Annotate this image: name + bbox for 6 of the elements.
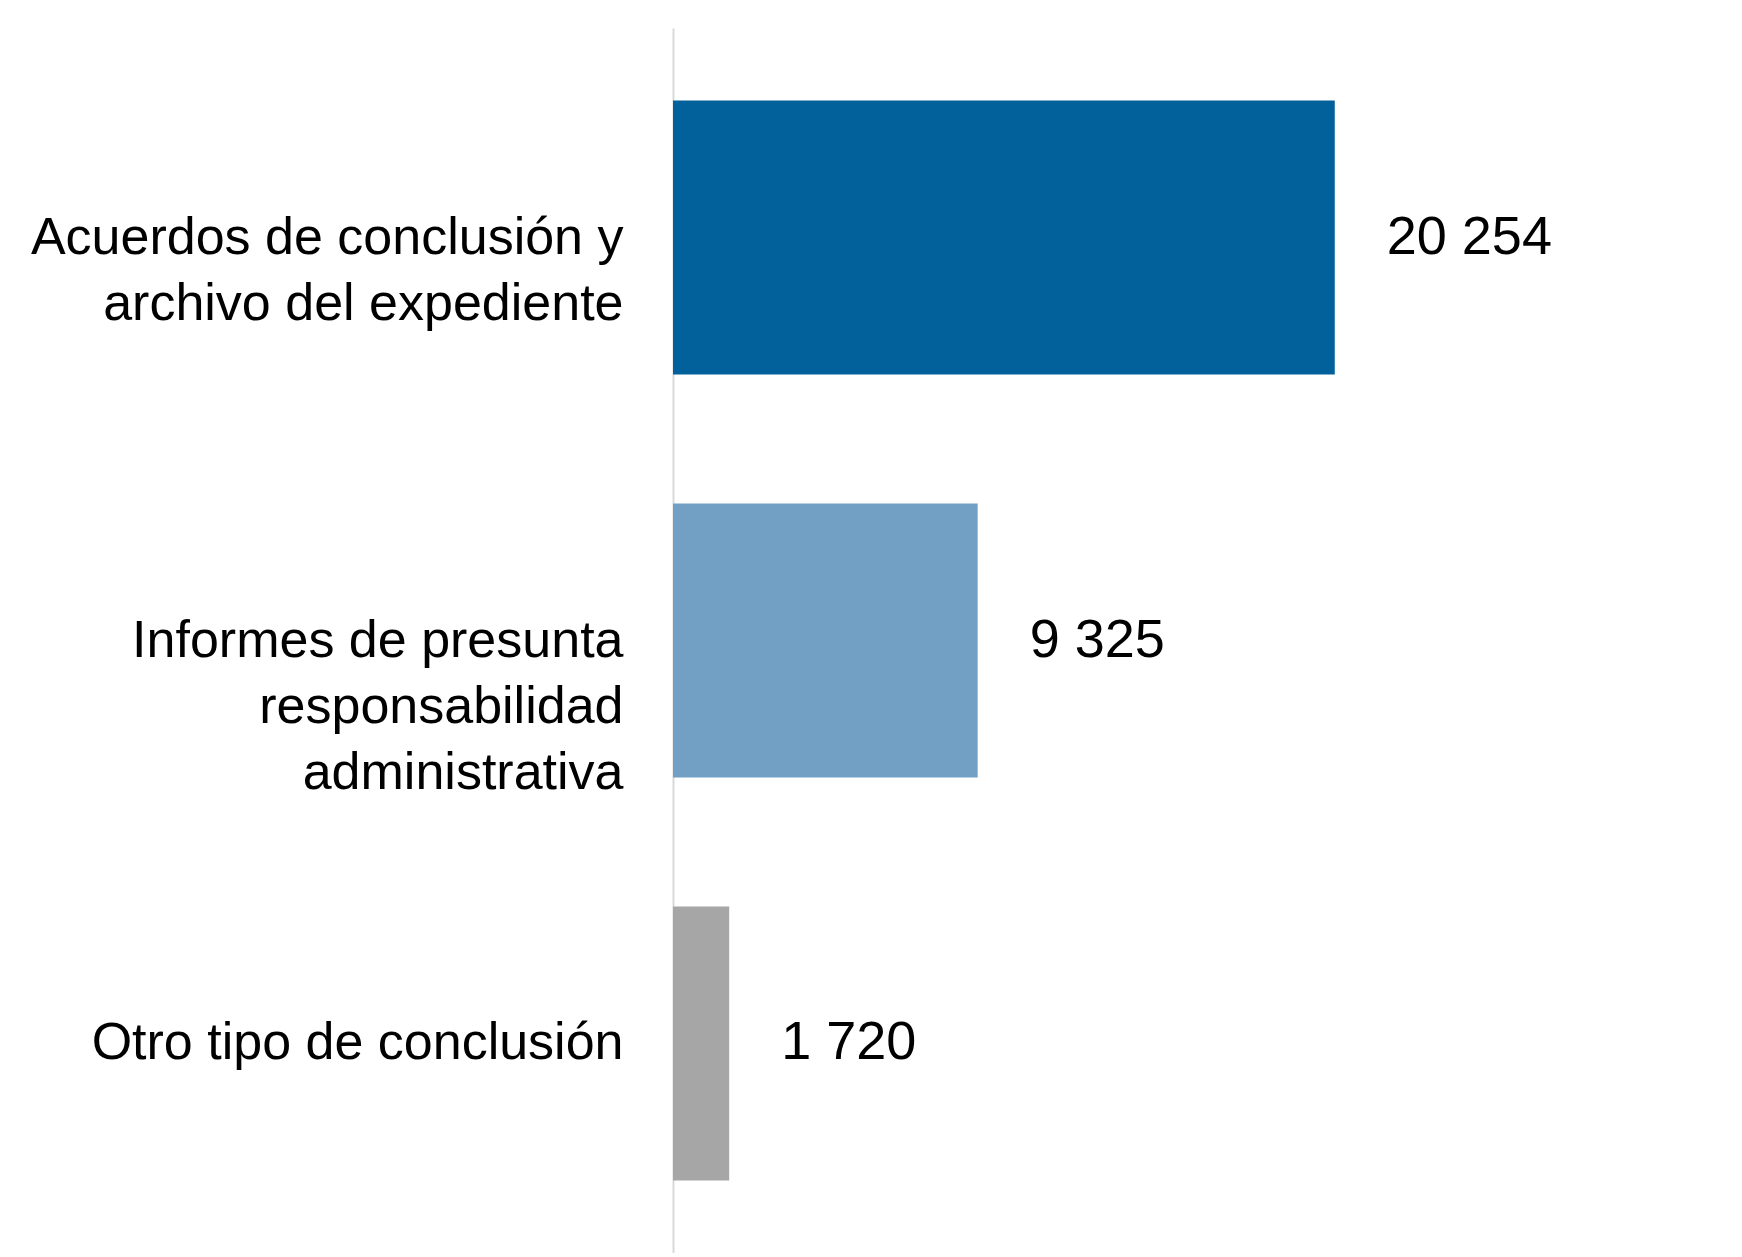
data-label: 20 254 bbox=[1386, 204, 1552, 265]
y-tick-label: Otro tipo de conclusión bbox=[91, 1012, 624, 1071]
y-tick-label: Informes de presunta responsabilidad administrativa bbox=[132, 609, 624, 800]
data-label: 1 720 bbox=[781, 1010, 917, 1071]
data-label: 9 325 bbox=[1029, 607, 1165, 668]
y-tick-label: Acuerdos de conclusión y archivo del expediente bbox=[30, 206, 624, 331]
